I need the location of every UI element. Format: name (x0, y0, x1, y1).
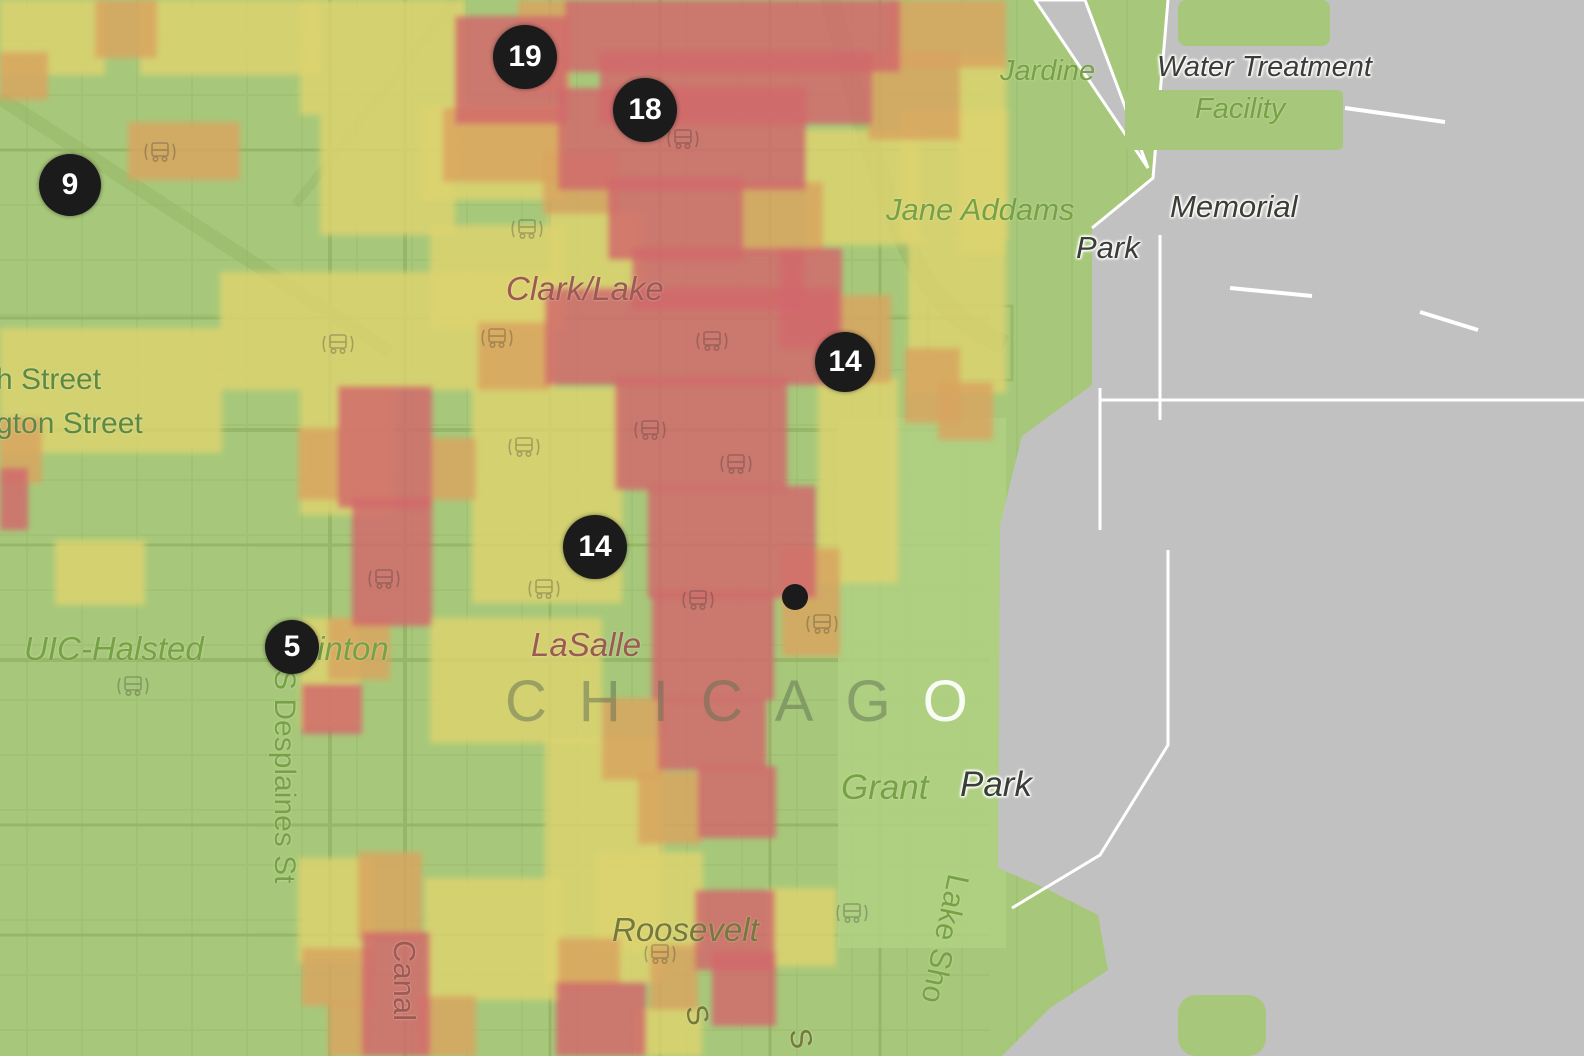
lake-michigan-water (998, 0, 1584, 1056)
point-marker[interactable] (782, 584, 808, 610)
breakwater-lines (1011, 106, 1584, 910)
shoreline-structures (1011, 0, 1584, 1056)
cluster-marker-14[interactable]: 14 (815, 332, 875, 392)
cluster-marker-19[interactable]: 19 (493, 25, 557, 89)
cluster-marker-9[interactable]: 9 (39, 154, 101, 216)
cluster-marker-5[interactable]: 5 (265, 620, 319, 674)
cluster-marker-18[interactable]: 18 (613, 78, 677, 142)
cluster-marker-14[interactable]: 14 (563, 515, 627, 579)
